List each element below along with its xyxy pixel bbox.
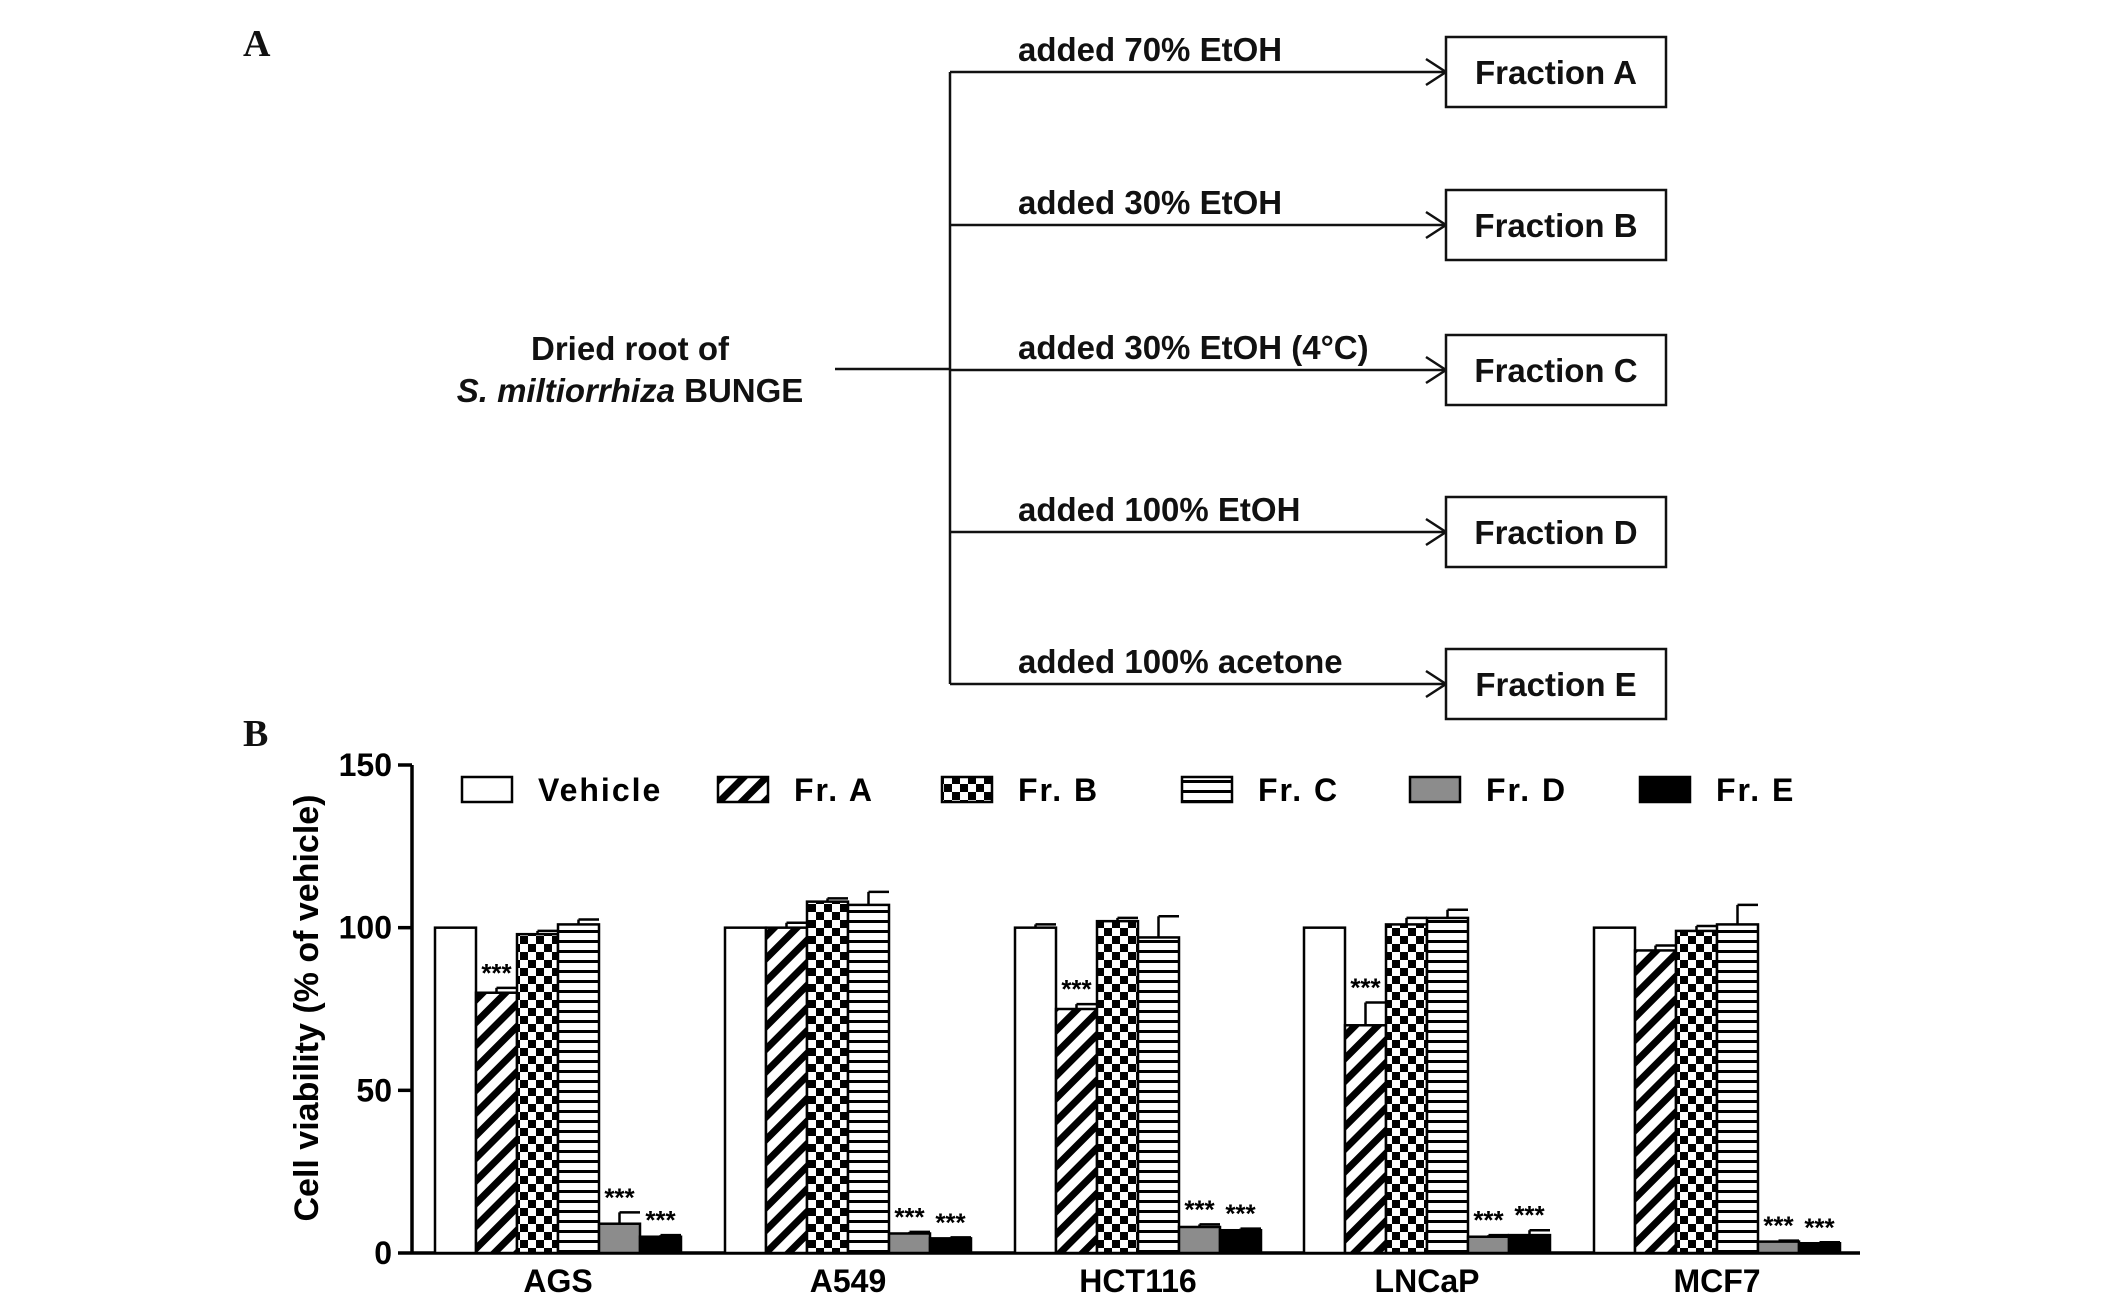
fraction-label: Fraction B — [1474, 207, 1637, 244]
bar — [1218, 1228, 1263, 1255]
species-author: BUNGE — [675, 372, 803, 409]
panel-b-label: B — [243, 713, 269, 755]
bar — [1466, 1235, 1511, 1255]
significance-mark: *** — [1804, 1212, 1835, 1242]
bar — [1425, 916, 1470, 1255]
x-category-label: LNCaP — [1375, 1263, 1480, 1299]
y-axis-label: Cell viability (% of vehicle) — [288, 794, 326, 1221]
legend-label: Fr. E — [1716, 772, 1795, 808]
treatment-label: added 100% acetone — [1018, 643, 1343, 680]
bar — [1633, 949, 1678, 1255]
bar — [928, 1237, 973, 1255]
y-tick-label: 0 — [374, 1235, 392, 1271]
bar — [1797, 1241, 1842, 1255]
significance-mark: *** — [1473, 1205, 1504, 1235]
extraction-flowchart: Dried root of S. miltiorrhiza BUNGE adde… — [457, 31, 1668, 721]
bar — [1384, 923, 1429, 1255]
significance-mark: *** — [1225, 1199, 1256, 1229]
bar — [638, 1235, 683, 1255]
legend-label: Fr. D — [1486, 772, 1567, 808]
chart-content: 0 50 100 150 Cell viability (% of vehicle) **… — [288, 747, 1860, 1299]
fraction-box — [1444, 495, 1668, 569]
bar — [1343, 1024, 1388, 1255]
x-category-label: A549 — [810, 1263, 887, 1299]
significance-mark: *** — [935, 1207, 966, 1237]
y-tick-label: 150 — [339, 747, 392, 783]
source-line-2: S. miltiorrhiza BUNGE — [457, 372, 804, 409]
bar — [1136, 936, 1181, 1255]
bar — [887, 1232, 932, 1255]
treatment-label: added 100% EtOH — [1018, 491, 1300, 528]
bar — [723, 926, 768, 1255]
bar — [1715, 923, 1760, 1255]
legend-label: Fr. A — [794, 772, 874, 808]
legend-swatch — [460, 775, 514, 804]
significance-mark: *** — [1763, 1211, 1794, 1241]
legend-label: Fr. B — [1018, 772, 1099, 808]
legend-label: Fr. C — [1258, 772, 1339, 808]
viability-chart: 0 50 100 150 Cell viability (% of vehicle) **… — [288, 747, 1860, 1299]
bar — [764, 926, 809, 1255]
bar — [846, 903, 891, 1255]
bar — [433, 926, 478, 1255]
bar — [1054, 1007, 1099, 1255]
y-tick-label: 100 — [339, 910, 392, 946]
treatment-label: added 30% EtOH (4°C) — [1018, 329, 1369, 366]
significance-mark: *** — [645, 1205, 676, 1235]
legend-label: Vehicle — [538, 772, 662, 808]
fraction-box — [1444, 647, 1668, 721]
species-name: S. miltiorrhiza — [457, 372, 675, 409]
bar — [597, 1222, 642, 1255]
significance-mark: *** — [481, 958, 512, 988]
bar — [805, 900, 850, 1255]
bar — [515, 932, 560, 1255]
bar — [1592, 926, 1637, 1255]
fraction-label: Fraction E — [1475, 666, 1636, 703]
treatment-label: added 70% EtOH — [1018, 31, 1282, 68]
significance-mark: *** — [1350, 972, 1381, 1002]
legend-swatch — [1180, 775, 1234, 804]
bar — [556, 923, 601, 1255]
x-category-label: MCF7 — [1673, 1263, 1760, 1299]
bar — [474, 991, 519, 1255]
x-category-label: HCT116 — [1079, 1263, 1196, 1299]
significance-mark: *** — [1184, 1194, 1215, 1224]
fraction-box — [1444, 188, 1668, 262]
legend-swatch — [716, 775, 770, 804]
bar — [1302, 926, 1347, 1255]
fraction-box — [1444, 333, 1668, 407]
bar — [1095, 919, 1140, 1255]
treatment-label: added 30% EtOH — [1018, 184, 1282, 221]
fraction-label: Fraction D — [1474, 514, 1637, 551]
fraction-box — [1444, 35, 1668, 109]
y-tick-label: 50 — [356, 1072, 392, 1108]
flow-steps: added 70% EtOH Fraction A added 30% EtOH Fr… — [950, 31, 1668, 721]
significance-mark: *** — [1514, 1200, 1545, 1230]
significance-mark: *** — [1061, 974, 1092, 1004]
bar — [1177, 1225, 1222, 1255]
legend-swatch — [1638, 775, 1692, 804]
fraction-label: Fraction C — [1474, 352, 1637, 389]
significance-mark: *** — [604, 1182, 635, 1212]
legend-swatch — [1408, 775, 1462, 804]
bar — [1756, 1240, 1801, 1255]
panel-a-label: A — [243, 23, 271, 65]
bar — [1674, 929, 1719, 1255]
bar — [1507, 1233, 1552, 1255]
legend-swatch — [940, 775, 994, 804]
x-category-label: AGS — [523, 1263, 592, 1299]
significance-mark: *** — [894, 1202, 925, 1232]
fraction-label: Fraction A — [1475, 54, 1637, 91]
source-line-1: Dried root of — [531, 330, 730, 367]
bar — [1013, 926, 1058, 1255]
